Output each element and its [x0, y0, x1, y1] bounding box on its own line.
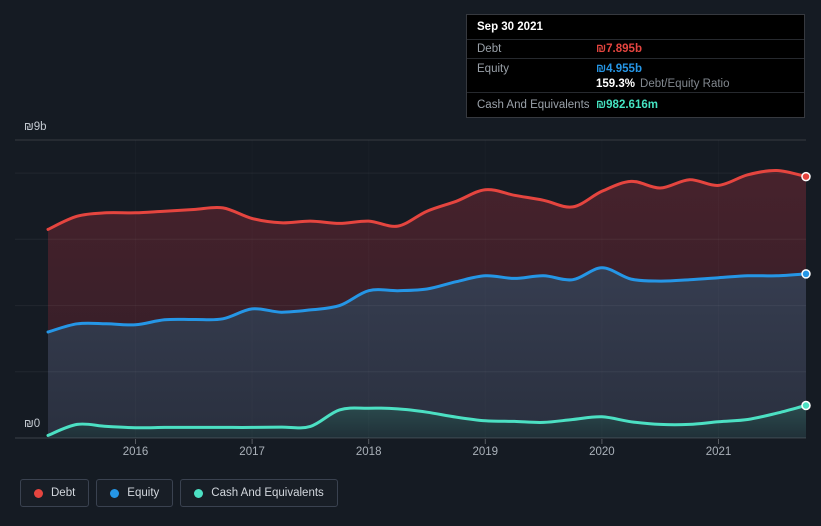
- x-axis-label-2017: 2017: [239, 446, 265, 458]
- debt-dot-icon: [34, 488, 43, 498]
- y-axis-label-zero: ₪0: [24, 418, 41, 430]
- x-axis-label-2016: 2016: [122, 446, 149, 458]
- tooltip-debt-value: ₪7.895b: [596, 43, 642, 55]
- equity-area: [48, 267, 806, 436]
- legend-debt-label: Debt: [51, 487, 76, 499]
- legend-equity-label: Equity: [127, 487, 160, 499]
- tooltip-row-equity: Equity ₪4.955b: [467, 59, 804, 77]
- debt-area: [48, 170, 806, 332]
- equity-dot-icon: [110, 488, 120, 498]
- tooltip-date: Sep 30 2021: [467, 15, 804, 40]
- tooltip-ratio-label: Debt/Equity Ratio: [640, 77, 730, 90]
- chart-legend: Debt Equity Cash And Equivalents: [20, 479, 338, 507]
- cash-and-equivalents-area: [48, 405, 806, 438]
- legend-cash-label: Cash And Equivalents: [211, 487, 324, 499]
- tooltip-debt-label: Debt: [477, 43, 502, 55]
- y-axis-label-max: ₪9b: [24, 121, 47, 133]
- cash-and-equivalents-line: [46, 404, 808, 437]
- debt-line: [46, 168, 808, 231]
- tooltip-row-ratio: 159.3% Debt/Equity Ratio: [467, 77, 804, 93]
- tooltip-cash-label: Cash And Equivalents: [477, 99, 590, 111]
- equity-endpoint-marker[interactable]: [801, 269, 811, 279]
- x-axis-label-2018: 2018: [355, 446, 382, 458]
- chart-tooltip: Sep 30 2021 Debt ₪7.895b Equity ₪4.955b …: [466, 14, 805, 118]
- cash-and-equivalents-endpoint-marker[interactable]: [801, 400, 811, 411]
- legend-button-cash[interactable]: Cash And Equivalents: [180, 479, 338, 507]
- legend-button-equity[interactable]: Equity: [96, 479, 174, 507]
- tooltip-ratio-value: 159.3%: [596, 77, 636, 90]
- x-axis-label-2019: 2019: [472, 446, 499, 458]
- tooltip-cash-value: ₪982.616m: [596, 99, 658, 111]
- tooltip-row-cash: Cash And Equivalents ₪982.616m: [467, 93, 804, 117]
- tooltip-equity-label: Equity: [477, 62, 509, 75]
- debt-endpoint-marker[interactable]: [801, 171, 811, 182]
- x-axis-label-2021: 2021: [705, 446, 732, 458]
- legend-button-debt[interactable]: Debt: [20, 479, 90, 507]
- cash-dot-icon: [194, 488, 204, 498]
- tooltip-equity-value: ₪4.955b: [596, 62, 642, 75]
- equity-line: [46, 266, 808, 334]
- x-axis-label-2020: 2020: [589, 446, 615, 458]
- tooltip-row-debt: Debt ₪7.895b: [467, 40, 804, 59]
